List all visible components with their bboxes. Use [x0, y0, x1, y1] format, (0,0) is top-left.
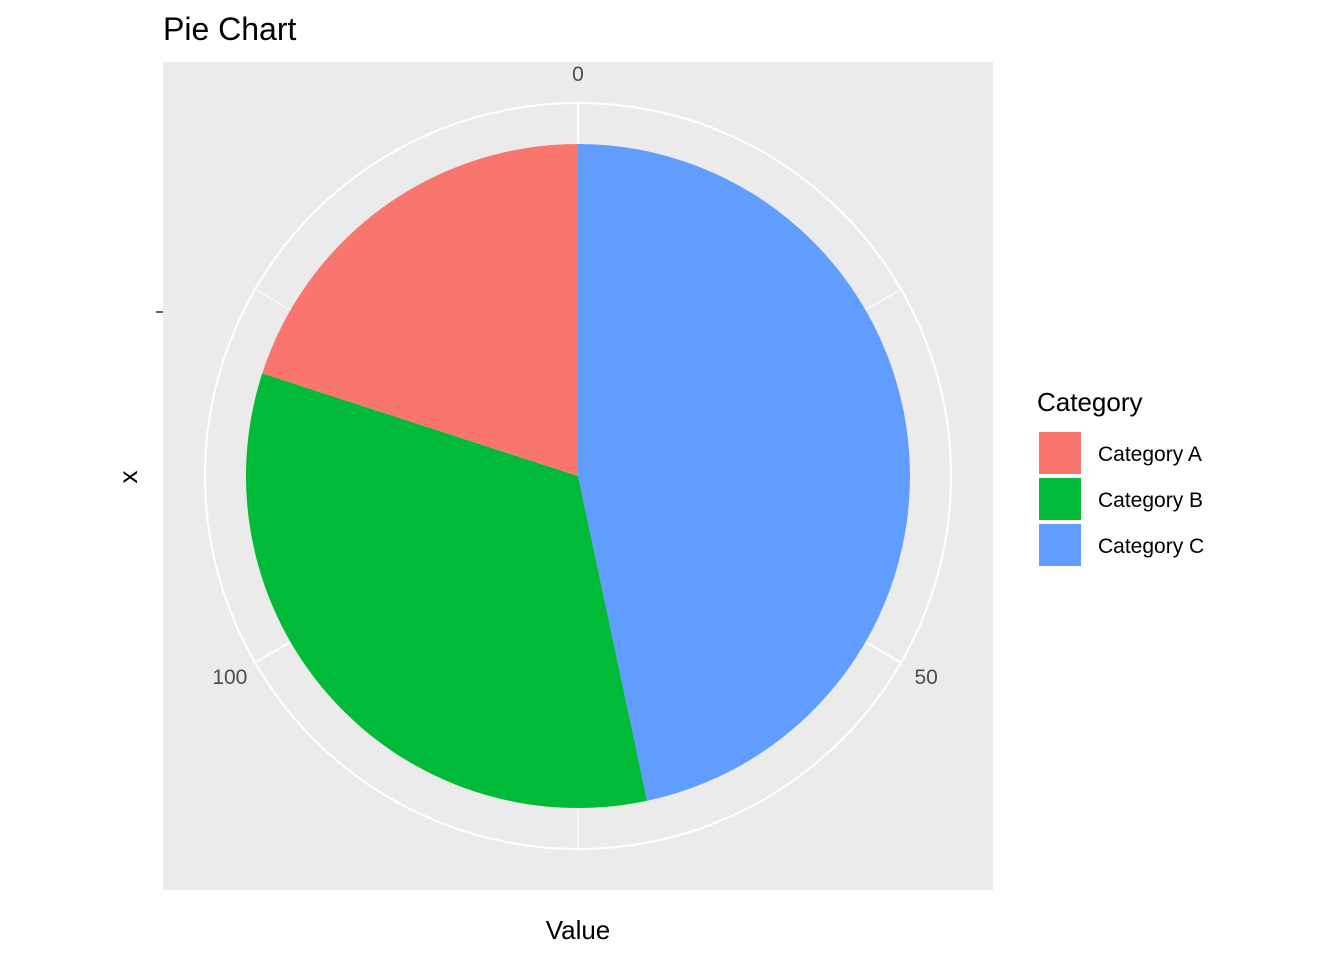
legend-label: Category B — [1098, 489, 1203, 512]
legend: Category Category A Category B Category C — [1037, 387, 1204, 568]
pie-slice-category-a — [262, 143, 578, 477]
legend-label: Category A — [1098, 443, 1202, 466]
tick-label-0: 0 — [572, 63, 584, 86]
pie-slice-category-c — [578, 144, 910, 801]
angular-tick-labels: 0 50 100 — [212, 63, 937, 689]
tick-label-100: 100 — [212, 666, 247, 689]
x-axis-title: Value — [546, 915, 611, 945]
y-axis-title: x — [113, 471, 143, 484]
pie-slices — [245, 143, 910, 808]
chart-title: Pie Chart — [163, 11, 297, 47]
legend-title: Category — [1037, 387, 1143, 417]
legend-label: Category C — [1098, 535, 1204, 558]
legend-swatch — [1039, 524, 1081, 566]
pie-slice-category-b — [245, 373, 648, 808]
tick-label-50: 50 — [914, 666, 937, 689]
legend-swatch — [1039, 432, 1081, 474]
legend-swatch — [1039, 478, 1081, 520]
